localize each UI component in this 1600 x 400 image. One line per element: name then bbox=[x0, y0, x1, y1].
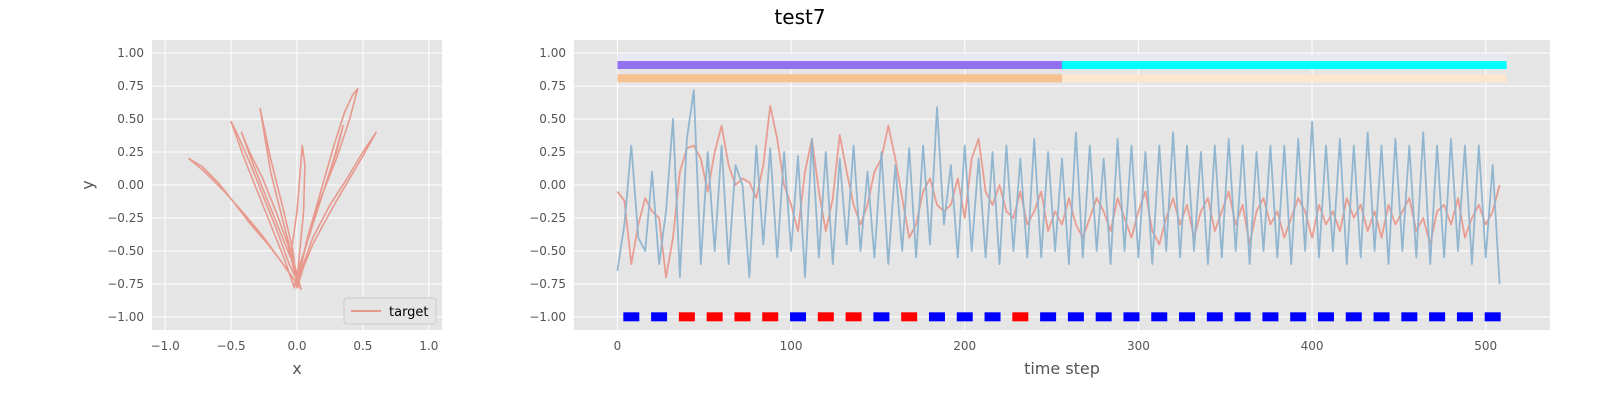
state-marker bbox=[734, 312, 751, 322]
left-ytick-label: 0.75 bbox=[117, 79, 144, 93]
state-marker bbox=[845, 312, 862, 322]
left-xtick-label: 0.0 bbox=[287, 339, 306, 353]
left-series bbox=[188, 88, 377, 290]
state-marker bbox=[1095, 312, 1112, 322]
state-marker bbox=[901, 312, 918, 322]
left-ylabel: y bbox=[78, 180, 97, 189]
left-ytick-label: 0.00 bbox=[117, 178, 144, 192]
state-marker bbox=[1234, 312, 1251, 322]
color-bar-segment bbox=[1062, 74, 1507, 83]
figure-title: test7 bbox=[774, 5, 825, 29]
state-marker bbox=[1401, 312, 1418, 322]
left-ytick-label: −0.50 bbox=[107, 244, 144, 258]
state-marker bbox=[1317, 312, 1334, 322]
state-marker bbox=[928, 312, 945, 322]
state-marker bbox=[762, 312, 779, 322]
right-grid bbox=[574, 40, 1550, 330]
left-ytick-label: −0.75 bbox=[107, 277, 144, 291]
state-marker bbox=[623, 312, 640, 322]
state-marker bbox=[1179, 312, 1196, 322]
legend-box bbox=[343, 297, 437, 325]
right-xtick-label: 100 bbox=[780, 339, 803, 353]
state-marker bbox=[1290, 312, 1307, 322]
left-ytick-label: −0.25 bbox=[107, 211, 144, 225]
state-marker bbox=[1345, 312, 1362, 322]
state-marker bbox=[873, 312, 890, 322]
right-ytick-label: −0.50 bbox=[529, 244, 566, 258]
right-ytick-label: 0.00 bbox=[539, 178, 566, 192]
right-ytick-label: 0.25 bbox=[539, 145, 566, 159]
state-marker bbox=[1206, 312, 1223, 322]
right-xtick-label: 300 bbox=[1127, 339, 1150, 353]
state-marker bbox=[1067, 312, 1084, 322]
right-xtick-label: 0 bbox=[614, 339, 622, 353]
target-trajectory-line bbox=[188, 88, 377, 290]
state-marker bbox=[1484, 312, 1501, 322]
right-series bbox=[616, 89, 1501, 284]
chart-left: −1.0 −0.5 0.0 0.5 1.0 −1.00 −0.75 −0.50 −0.25 0.0… bbox=[78, 40, 442, 378]
state-marker bbox=[1123, 312, 1140, 322]
state-marker bbox=[1373, 312, 1390, 322]
left-ytick-label: 0.25 bbox=[117, 145, 144, 159]
state-marker bbox=[956, 312, 973, 322]
left-xtick-label: −1.0 bbox=[151, 339, 180, 353]
left-xtick-label: −0.5 bbox=[217, 339, 246, 353]
state-marker bbox=[1456, 312, 1473, 322]
right-ytick-label: 0.75 bbox=[539, 79, 566, 93]
right-markers bbox=[623, 312, 1501, 322]
state-marker bbox=[984, 312, 1001, 322]
left-xlabel: x bbox=[292, 359, 301, 378]
left-tick-labels: −1.0 −0.5 0.0 0.5 1.0 −1.00 −0.75 −0.50 −0.25 0.0… bbox=[107, 46, 438, 353]
state-marker bbox=[790, 312, 807, 322]
color-bar-segment bbox=[1062, 61, 1507, 70]
state-marker bbox=[1012, 312, 1029, 322]
left-xtick-label: 1.0 bbox=[419, 339, 438, 353]
left-legend: target bbox=[343, 297, 437, 325]
left-ytick-label: 1.00 bbox=[117, 46, 144, 60]
right-color-bars bbox=[617, 54, 1507, 83]
right-ytick-label: −0.75 bbox=[529, 277, 566, 291]
left-ytick-label: −1.00 bbox=[107, 310, 144, 324]
left-ytick-label: 0.50 bbox=[117, 112, 144, 126]
state-marker bbox=[1262, 312, 1279, 322]
state-marker bbox=[1040, 312, 1057, 322]
state-marker bbox=[651, 312, 668, 322]
left-grid bbox=[152, 40, 442, 330]
right-xtick-label: 500 bbox=[1474, 339, 1497, 353]
right-ytick-label: −0.25 bbox=[529, 211, 566, 225]
state-marker bbox=[706, 312, 723, 322]
right-xtick-label: 400 bbox=[1301, 339, 1324, 353]
series-line-1 bbox=[616, 89, 1501, 284]
legend-label: target bbox=[389, 305, 429, 320]
color-bar-segment bbox=[617, 74, 1062, 83]
state-marker bbox=[817, 312, 834, 322]
right-tick-labels: 0 100 200 300 400 500 −1.00 −0.75 −0.50 −0.25 0.00… bbox=[529, 46, 1497, 353]
state-marker bbox=[678, 312, 695, 322]
state-marker bbox=[1429, 312, 1446, 322]
color-bar-segment bbox=[617, 54, 1507, 63]
right-ytick-label: 1.00 bbox=[539, 46, 566, 60]
chart-right: 0 100 200 300 400 500 −1.00 −0.75 −0.50 −0.25 0.00… bbox=[529, 40, 1550, 378]
right-ytick-label: 0.50 bbox=[539, 112, 566, 126]
right-ytick-label: −1.00 bbox=[529, 310, 566, 324]
left-xtick-label: 0.5 bbox=[353, 339, 372, 353]
right-xlabel: time step bbox=[1024, 359, 1100, 378]
state-marker bbox=[1151, 312, 1168, 322]
color-bar-segment bbox=[617, 61, 1062, 70]
series-line-0 bbox=[616, 105, 1501, 279]
right-xtick-label: 200 bbox=[953, 339, 976, 353]
